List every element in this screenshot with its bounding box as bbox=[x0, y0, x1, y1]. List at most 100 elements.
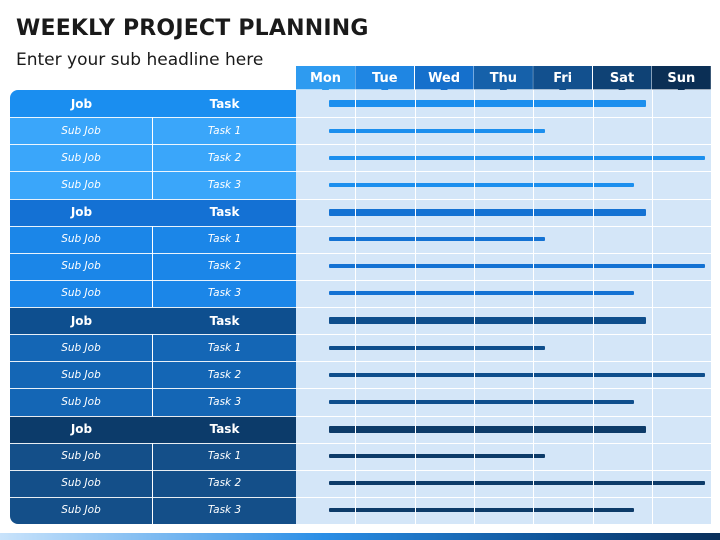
task-bar bbox=[328, 372, 706, 377]
job-row: Job Task bbox=[10, 90, 296, 118]
grid-day-line bbox=[355, 90, 357, 524]
grid-day-line bbox=[592, 90, 594, 524]
row-divider bbox=[10, 469, 296, 471]
sub-job-label: Sub Job bbox=[10, 442, 153, 470]
job-label: Job bbox=[70, 96, 93, 111]
task-label: Task 2 bbox=[207, 477, 242, 490]
sub-job-label: Sub Job bbox=[10, 252, 153, 280]
sub-job-label: Sub Job bbox=[10, 388, 153, 416]
task-label: Task 3 bbox=[207, 287, 242, 300]
job-label: Job bbox=[70, 205, 93, 220]
sub-job-label: Sub Job bbox=[10, 334, 153, 362]
grid-row-line bbox=[296, 442, 711, 444]
sub-job-row: Sub Job Task 2 bbox=[10, 144, 296, 172]
sub-job-row: Sub Job Task 2 bbox=[10, 252, 296, 280]
sub-job-row: Sub Job Task 3 bbox=[10, 279, 296, 307]
task-bar bbox=[328, 508, 634, 513]
job-bar bbox=[328, 208, 646, 216]
task-label: Task 2 bbox=[207, 368, 242, 381]
sub-job-row: Sub Job Task 2 bbox=[10, 469, 296, 497]
grid-day-line bbox=[414, 90, 416, 524]
sub-job-label: Sub Job bbox=[10, 361, 153, 389]
row-divider bbox=[10, 198, 296, 200]
row-divider bbox=[10, 442, 296, 444]
job-label: Job bbox=[70, 422, 93, 437]
task-bar bbox=[328, 399, 634, 404]
grid-row-line bbox=[296, 496, 711, 498]
task-bar bbox=[328, 182, 634, 187]
job-label: Job bbox=[70, 313, 93, 328]
task-label: Task 2 bbox=[207, 260, 242, 273]
row-divider bbox=[10, 388, 296, 390]
row-divider bbox=[10, 117, 296, 119]
schedule-grid bbox=[296, 90, 711, 524]
row-divider bbox=[10, 144, 296, 146]
job-bar bbox=[328, 100, 646, 108]
task-label: Task 1 bbox=[207, 124, 242, 137]
task-bar bbox=[328, 155, 706, 160]
grid-row-line bbox=[296, 361, 711, 363]
grid-row-line bbox=[296, 415, 711, 417]
sub-job-row: Sub Job Task 1 bbox=[10, 117, 296, 145]
task-label: Task 1 bbox=[207, 341, 242, 354]
task-label: Task 3 bbox=[207, 504, 242, 517]
task-label: Task 1 bbox=[207, 233, 242, 246]
sub-job-label: Sub Job bbox=[10, 279, 153, 307]
task-bar bbox=[328, 454, 546, 459]
job-row: Job Task bbox=[10, 415, 296, 443]
task-label: Task bbox=[209, 205, 240, 220]
job-bar bbox=[328, 317, 646, 325]
grid-day-line bbox=[651, 90, 653, 524]
sub-job-label: Sub Job bbox=[10, 144, 153, 172]
sub-job-row: Sub Job Task 1 bbox=[10, 334, 296, 362]
task-label: Task 2 bbox=[207, 151, 242, 164]
row-divider bbox=[10, 279, 296, 281]
row-divider bbox=[10, 252, 296, 254]
row-divider bbox=[10, 334, 296, 336]
sub-job-row: Sub Job Task 1 bbox=[10, 225, 296, 253]
task-label: Task bbox=[209, 96, 240, 111]
grid-row-line bbox=[296, 307, 711, 308]
sub-job-label: Sub Job bbox=[10, 496, 153, 524]
task-label: Task 3 bbox=[207, 395, 242, 408]
row-divider bbox=[10, 415, 296, 417]
sub-job-row: Sub Job Task 3 bbox=[10, 171, 296, 199]
grid-row-line bbox=[296, 252, 711, 254]
row-divider bbox=[10, 496, 296, 498]
grid-row-line bbox=[296, 198, 711, 200]
grid-row-line bbox=[296, 171, 711, 173]
page-subtitle: Enter your sub headline here bbox=[16, 50, 264, 70]
sub-job-row: Sub Job Task 1 bbox=[10, 442, 296, 470]
task-bar bbox=[328, 128, 546, 133]
grid-day-line bbox=[533, 90, 535, 524]
sub-job-label: Sub Job bbox=[10, 117, 153, 145]
sub-job-row: Sub Job Task 3 bbox=[10, 496, 296, 524]
grid-row-line bbox=[296, 469, 711, 471]
task-bar bbox=[328, 345, 546, 350]
job-row: Job Task bbox=[10, 198, 296, 226]
task-label: Task bbox=[209, 313, 240, 328]
grid-row-line bbox=[296, 334, 711, 336]
sub-job-label: Sub Job bbox=[10, 469, 153, 497]
sub-job-label: Sub Job bbox=[10, 171, 153, 199]
grid-day-line bbox=[473, 90, 475, 524]
sub-job-row: Sub Job Task 2 bbox=[10, 361, 296, 389]
task-label: Task 1 bbox=[207, 450, 242, 463]
task-bar bbox=[328, 237, 546, 242]
row-divider bbox=[10, 225, 296, 227]
grid-row-line bbox=[296, 144, 711, 146]
job-row: Job Task bbox=[10, 307, 296, 335]
page-title: WEEKLY PROJECT PLANNING bbox=[16, 16, 369, 41]
task-label: Task bbox=[209, 422, 240, 437]
grid-row-line bbox=[296, 279, 711, 281]
row-divider bbox=[10, 307, 296, 308]
task-bar bbox=[328, 481, 706, 486]
job-bar bbox=[328, 425, 646, 433]
grid-row-line bbox=[296, 117, 711, 119]
job-task-table: Job Task Sub Job Task 1 Sub Job Task 2 Sub Job… bbox=[10, 90, 296, 524]
task-bar bbox=[328, 264, 706, 269]
row-divider bbox=[10, 171, 296, 173]
row-divider bbox=[10, 361, 296, 363]
grid-row-line bbox=[296, 225, 711, 227]
sub-job-row: Sub Job Task 3 bbox=[10, 388, 296, 416]
